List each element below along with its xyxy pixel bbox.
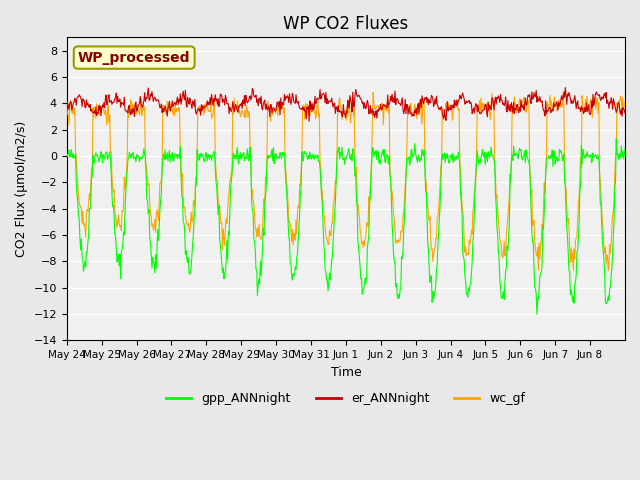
Y-axis label: CO2 Flux (μmol/m2/s): CO2 Flux (μmol/m2/s) (15, 121, 28, 257)
Title: WP CO2 Fluxes: WP CO2 Fluxes (284, 15, 408, 33)
X-axis label: Time: Time (330, 366, 361, 379)
Legend: gpp_ANNnight, er_ANNnight, wc_gf: gpp_ANNnight, er_ANNnight, wc_gf (161, 387, 531, 410)
Text: WP_processed: WP_processed (78, 50, 191, 65)
